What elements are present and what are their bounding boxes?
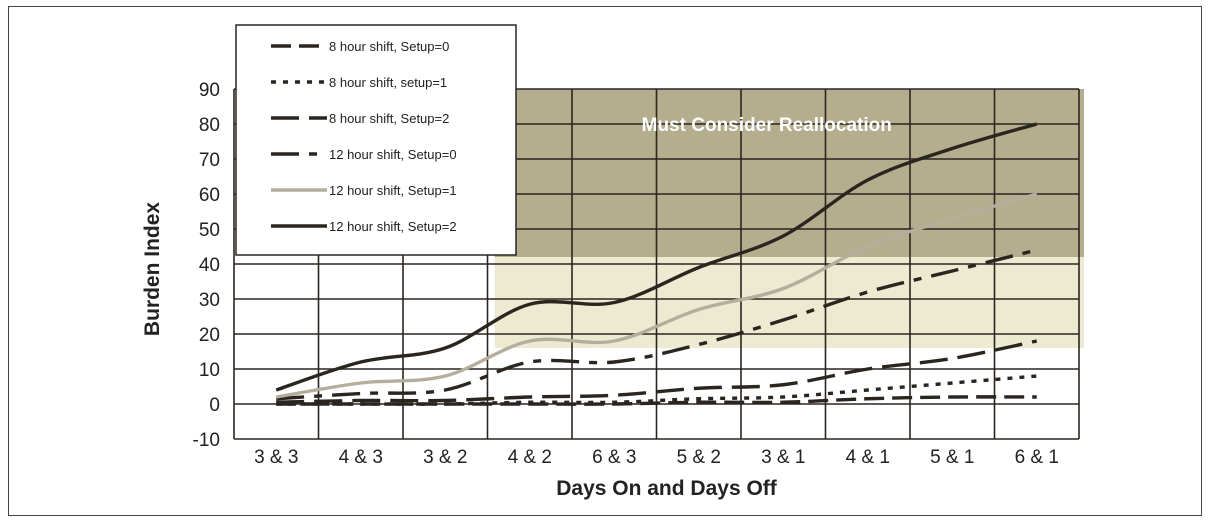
burden-index-chart: Must Consider Reallocation -10 0 10 20 30 40 5… [141, 24, 1084, 500]
series-line-3 [276, 248, 1038, 401]
chart-frame: Must Consider Reallocation -10 0 10 20 30 40 5… [8, 6, 1202, 516]
grid-layer [233, 88, 1080, 440]
axes-layer: -10 0 10 20 30 40 50 60 70 80 90 3 & 3 4 & 3 3 & 2 4 &… [193, 80, 1059, 468]
zone-label: Must Consider Reallocation [642, 115, 892, 136]
zone-labels-layer: Must Consider Reallocation [642, 115, 892, 136]
y-tick-label: 40 [199, 255, 220, 276]
legend: 8 hour shift, Setup=0 8 hour shift, setup… [235, 24, 517, 256]
y-tick-label: 0 [209, 395, 220, 416]
y-tick-label: 10 [199, 360, 220, 381]
legend-entry: 12 hour shift, Setup=2 [329, 219, 457, 234]
legend-entry: 12 hour shift, Setup=0 [329, 147, 457, 162]
series-line-0 [276, 395, 1037, 406]
y-axis-title: Burden Index [141, 202, 164, 337]
x-tick-label: 3 & 3 [254, 447, 298, 468]
legend-box [235, 24, 517, 256]
x-tick-label: 5 & 1 [930, 447, 974, 468]
x-tick-label: 5 & 2 [677, 447, 721, 468]
x-tick-label: 6 & 3 [592, 447, 636, 468]
y-tick-label: 80 [199, 115, 220, 136]
y-tick-label: -10 [193, 430, 220, 451]
legend-entry: 8 hour shift, Setup=0 [329, 39, 449, 54]
y-tick-label: 90 [199, 80, 220, 101]
series-line-5 [275, 122, 1038, 392]
x-tick-label: 4 & 1 [846, 447, 890, 468]
x-tick-label: 3 & 2 [423, 447, 467, 468]
legend-entry: 8 hour shift, setup=1 [329, 75, 447, 90]
y-tick-label: 60 [199, 185, 220, 206]
y-tick-label: 70 [199, 150, 220, 171]
x-tick-label: 3 & 1 [761, 447, 805, 468]
x-axis-title: Days On and Days Off [556, 477, 778, 500]
y-tick-label: 50 [199, 220, 220, 241]
y-tick-label: 30 [199, 290, 220, 311]
series-line-2 [276, 339, 1038, 404]
x-tick-label: 6 & 1 [1015, 447, 1059, 468]
legend-entry: 8 hour shift, Setup=2 [329, 111, 449, 126]
x-tick-label: 4 & 3 [339, 447, 383, 468]
series-line-4 [275, 192, 1038, 399]
legend-entry: 12 hour shift, Setup=1 [329, 183, 457, 198]
series-layer [275, 122, 1038, 406]
x-tick-label: 4 & 2 [508, 447, 552, 468]
y-tick-label: 20 [199, 325, 220, 346]
